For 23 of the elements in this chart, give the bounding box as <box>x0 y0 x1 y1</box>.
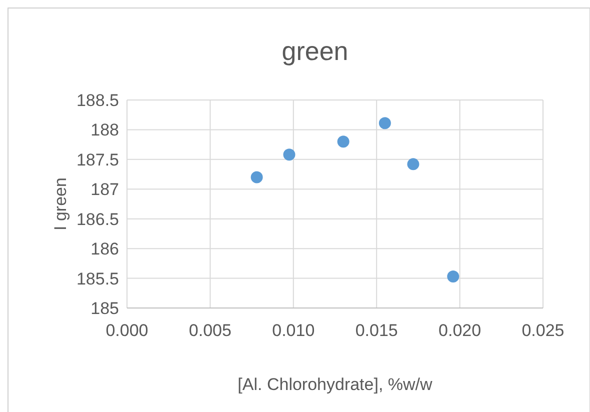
y-tick-label: 186 <box>90 240 119 259</box>
point <box>447 270 460 283</box>
y-tick-label: 185 <box>90 299 119 318</box>
point <box>337 136 350 148</box>
x-tick-label: 0.000 <box>106 321 148 340</box>
point <box>378 117 391 130</box>
y-tick-label: 188 <box>90 120 119 140</box>
x-tick-label: 0.010 <box>272 321 315 340</box>
chart-title: green <box>282 36 348 66</box>
x-tick-label: 0.015 <box>355 321 398 340</box>
x-axis-title: [Al. Chlorohydrate], %w/w <box>238 375 434 394</box>
point <box>250 171 263 184</box>
x-tick-label: 0.005 <box>188 321 232 340</box>
y-tick-label: 186.5 <box>76 210 119 229</box>
x-tick-label: 0.020 <box>438 321 482 340</box>
y-axis-title: I green <box>51 178 70 230</box>
y-tick-label: 187 <box>90 180 119 200</box>
point <box>407 158 420 170</box>
y-tick-label: 188.5 <box>76 91 119 110</box>
y-tick-label: 187.5 <box>76 150 119 170</box>
x-tick-label: 0.025 <box>522 321 564 340</box>
point <box>283 148 296 161</box>
y-tick-label: 185.5 <box>76 269 119 288</box>
